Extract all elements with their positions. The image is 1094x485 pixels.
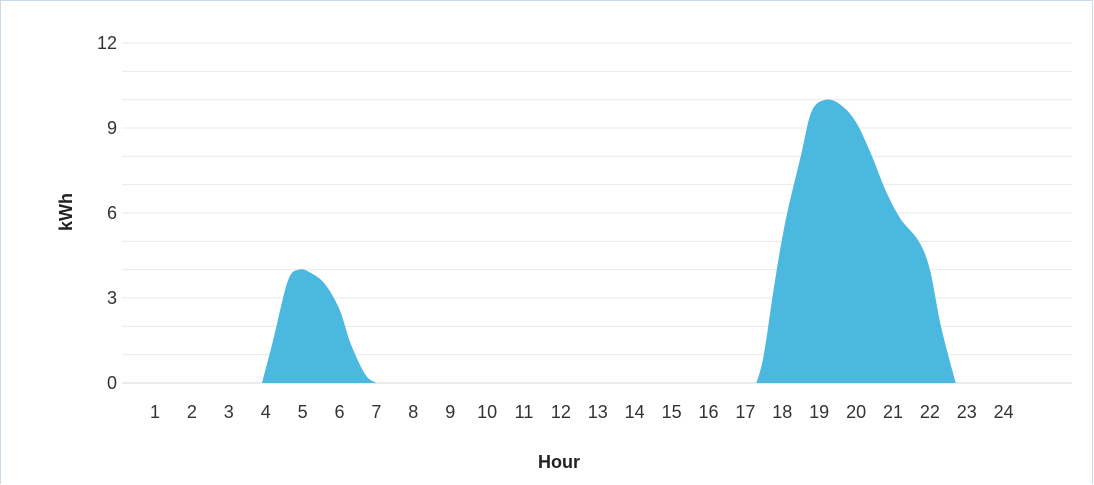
x-tick-label: 10 <box>477 402 497 422</box>
x-tick-label: 19 <box>809 402 829 422</box>
data-areas <box>262 99 956 384</box>
x-tick-label: 5 <box>298 402 308 422</box>
x-tick-label: 14 <box>625 402 645 422</box>
y-tick-label: 12 <box>97 33 117 53</box>
x-tick-label: 13 <box>588 402 608 422</box>
x-tick-label: 21 <box>883 402 903 422</box>
x-tick-label: 16 <box>698 402 718 422</box>
x-tick-label: 11 <box>515 402 534 422</box>
x-tick-labels: 1 2 3 4 5 6 7 8 9 10 11 12 13 14 15 16 17 18 19 20 21 22 23 24 <box>150 402 1014 422</box>
area-series-2 <box>756 99 956 384</box>
x-tick-label: 4 <box>261 402 271 422</box>
x-tick-label: 8 <box>408 402 418 422</box>
y-axis-label: kWh <box>56 193 76 231</box>
x-tick-label: 22 <box>920 402 940 422</box>
x-tick-label: 23 <box>957 402 977 422</box>
x-tick-label: 7 <box>371 402 381 422</box>
y-tick-label: 6 <box>107 203 117 223</box>
x-tick-label: 9 <box>445 402 455 422</box>
x-tick-label: 18 <box>772 402 792 422</box>
x-tick-label: 24 <box>994 402 1014 422</box>
x-tick-label: 12 <box>551 402 571 422</box>
x-tick-label: 1 <box>150 402 160 422</box>
y-tick-label: 3 <box>107 288 117 308</box>
y-tick-labels: 0 3 6 9 12 <box>97 33 117 393</box>
gridlines <box>122 42 1072 384</box>
x-tick-label: 2 <box>187 402 197 422</box>
y-tick-label: 0 <box>107 373 117 393</box>
x-tick-label: 3 <box>224 402 234 422</box>
x-tick-label: 6 <box>334 402 344 422</box>
y-tick-label: 9 <box>107 118 117 138</box>
x-axis-label: Hour <box>538 452 580 472</box>
x-tick-label: 20 <box>846 402 866 422</box>
x-tick-label: 15 <box>662 402 682 422</box>
area-series-1 <box>262 269 377 383</box>
x-tick-label: 17 <box>735 402 755 422</box>
